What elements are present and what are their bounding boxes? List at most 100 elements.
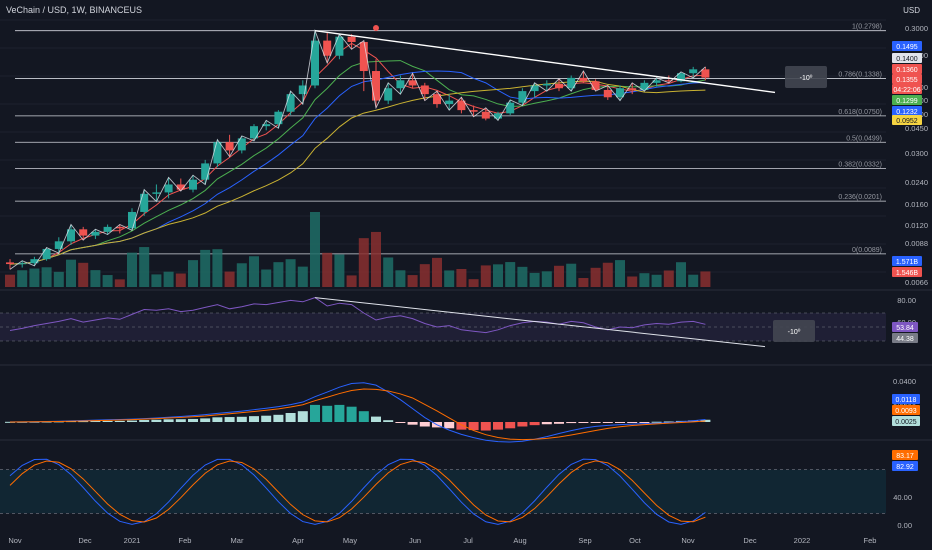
macd-histogram-bar (200, 418, 211, 422)
rsi-angle-box (773, 320, 815, 342)
zigzag-line (9, 28, 706, 270)
price-label: 0.1360 (896, 67, 918, 74)
volume-bar (297, 266, 308, 287)
candle-body (176, 184, 185, 190)
candle (384, 82, 393, 105)
macd-histogram-bar (78, 421, 89, 423)
candle (445, 94, 454, 111)
candle-body (250, 126, 258, 139)
volume-bar (493, 264, 503, 287)
candle-body (103, 226, 112, 232)
stoch-value-label: 82.92 (896, 464, 914, 471)
candle-body (347, 36, 356, 42)
macd-histogram-bar (127, 420, 137, 422)
macd-tick-label: 0.0400 (893, 377, 916, 386)
candle (664, 75, 673, 83)
price-label: 04:22:06 (893, 87, 920, 94)
candle-body (201, 163, 210, 180)
candle (494, 111, 502, 121)
candle (67, 224, 75, 246)
candle (372, 59, 380, 108)
candle-body (274, 111, 283, 125)
moving-average-line (9, 70, 706, 265)
candle-body (518, 91, 527, 103)
x-tick-label: Mar (231, 536, 244, 545)
moving-average-line (9, 60, 706, 265)
macd-line (9, 382, 706, 443)
signal-dot (373, 25, 379, 31)
volume-label-box (892, 267, 922, 277)
rsi-value-box (892, 333, 918, 343)
volume-bar (249, 256, 259, 287)
macd-histogram-bar (602, 422, 613, 423)
candle (323, 32, 332, 63)
macd-histogram-bar (456, 422, 467, 430)
volume-bar (566, 263, 577, 287)
candle-body (494, 113, 502, 119)
macd-histogram-bar (541, 422, 552, 425)
volume-bar (151, 274, 162, 287)
macd-histogram-bar (627, 422, 638, 423)
volume-bar (322, 252, 333, 287)
candle-body (579, 77, 588, 82)
candle-body (689, 69, 698, 74)
macd-histogram-bar (310, 404, 320, 422)
volume-bar (419, 264, 430, 287)
y-tick-label: 0.0300 (905, 149, 928, 158)
candle-body (323, 40, 332, 56)
candle-body (652, 80, 661, 83)
macd-histogram-bar (505, 422, 516, 429)
candle-body (506, 102, 515, 114)
fib-label: 0.786(0.1338) (838, 71, 882, 78)
candle-body (286, 94, 295, 112)
stoch-value-box (892, 450, 918, 460)
volume-bar (627, 276, 638, 287)
volume-label: 1.571B (896, 259, 919, 266)
macd-histogram-bar (175, 419, 186, 422)
candle (457, 97, 466, 114)
candle-body (335, 36, 344, 56)
x-tick-label: Feb (179, 536, 192, 545)
candle (298, 80, 307, 105)
candle (701, 66, 710, 81)
candle-body (128, 211, 136, 229)
macd-histogram-bar (639, 422, 650, 423)
candle (30, 256, 39, 266)
volume-bar (175, 273, 186, 287)
macd-value-label: 0.0093 (895, 408, 917, 415)
stoch-value-box (892, 461, 918, 471)
macd-histogram-bar (444, 422, 455, 429)
candle-body (640, 82, 649, 90)
candle-body (445, 100, 454, 105)
stoch-tick-label: 40.00 (893, 493, 912, 502)
volume-label: 1.546B (896, 270, 919, 277)
candle (225, 134, 234, 157)
candle (396, 75, 405, 95)
candle (311, 30, 319, 89)
candle-body (420, 85, 429, 95)
rsi-line (9, 297, 706, 334)
macd-histogram-bar (151, 419, 162, 422)
fib-label: 0.618(0.0750) (838, 109, 882, 116)
macd-histogram-bar (383, 420, 394, 422)
x-tick-label: Oct (629, 536, 642, 545)
candle (335, 34, 344, 60)
price-label: 0.1355 (896, 77, 918, 84)
price-label-box (892, 53, 922, 63)
x-tick-label: Nov (8, 536, 22, 545)
candle (603, 85, 612, 100)
macd-histogram-bar (90, 421, 101, 423)
macd-histogram-bar (578, 422, 589, 423)
volume-bar (602, 262, 613, 287)
macd-histogram-bar (188, 418, 198, 422)
candle-body (30, 259, 39, 264)
candle-body (664, 80, 673, 82)
candle-body (67, 229, 75, 242)
volume-bar (700, 271, 711, 287)
fib-label: 0(0.0089) (852, 247, 882, 254)
macd-histogram-bar (273, 414, 284, 422)
stoch-band (0, 469, 886, 514)
volume-bar (615, 260, 625, 287)
candle-body (567, 77, 576, 89)
